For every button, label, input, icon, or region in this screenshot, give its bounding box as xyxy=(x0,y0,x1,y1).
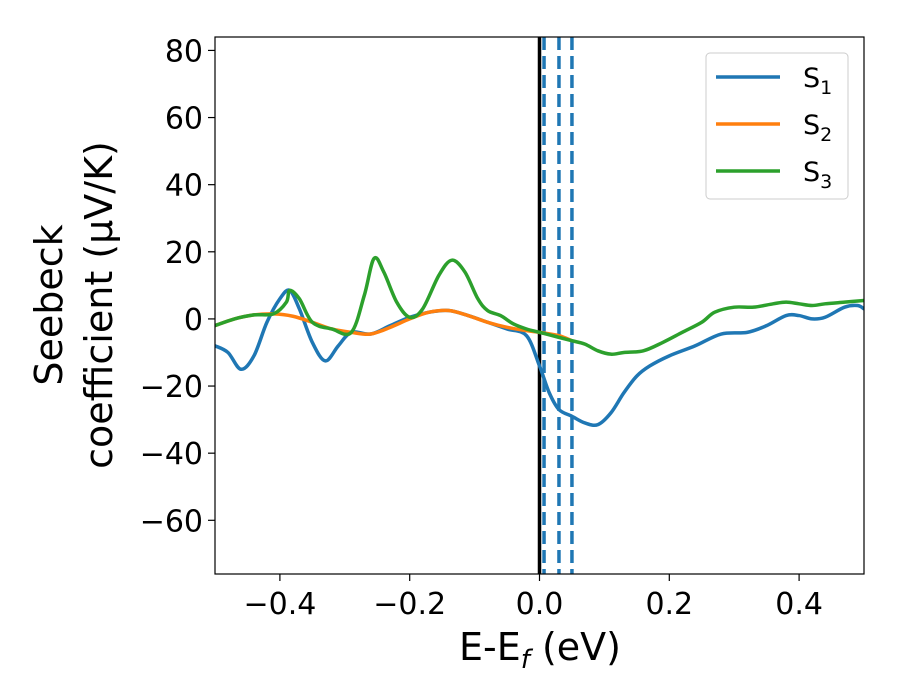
y-tick-label: 40 xyxy=(165,169,203,204)
reference-lines xyxy=(537,37,574,574)
y-axis-ticks: −60 −40 −20 0 20 40 60 80 xyxy=(140,34,215,539)
legend-label-s1: S1 xyxy=(803,63,832,99)
x-axis-label-main: E-E xyxy=(459,625,521,669)
y-tick-label: 20 xyxy=(165,236,203,271)
x-axis-label: E-Ef (eV) xyxy=(459,625,621,675)
x-axis-ticks: −0.4 −0.2 0.0 0.2 0.4 xyxy=(243,574,823,622)
x-tick-label: 0.4 xyxy=(775,587,823,622)
legend-box xyxy=(705,52,849,200)
y-tick-label: 60 xyxy=(165,102,203,137)
x-tick-label: −0.2 xyxy=(373,587,446,622)
y-tick-label: 0 xyxy=(184,303,203,338)
legend: S1 S2 S3 xyxy=(705,52,849,200)
x-axis-label-unit: (eV) xyxy=(530,625,621,669)
legend-label-s2: S2 xyxy=(803,110,832,146)
y-tick-label: −60 xyxy=(140,504,203,539)
series-line-s3 xyxy=(215,255,864,356)
y-tick-label: −20 xyxy=(140,370,203,405)
y-tick-label: −40 xyxy=(140,437,203,472)
x-tick-label: 0.2 xyxy=(645,587,693,622)
legend-label-s3: S3 xyxy=(803,157,832,193)
y-axis-label-group: Seebeck xyxy=(27,224,71,385)
y-axis-label-line1: Seebeck xyxy=(27,224,71,385)
series-layer xyxy=(215,255,864,428)
y-axis-label-group-2: coefficient (μV/K) xyxy=(77,141,121,469)
y-tick-label: 80 xyxy=(165,34,203,69)
series-line-s1 xyxy=(215,288,864,428)
y-axis-label-line2: coefficient (μV/K) xyxy=(77,141,121,469)
x-tick-label: 0.0 xyxy=(516,587,564,622)
x-tick-label: −0.4 xyxy=(243,587,316,622)
